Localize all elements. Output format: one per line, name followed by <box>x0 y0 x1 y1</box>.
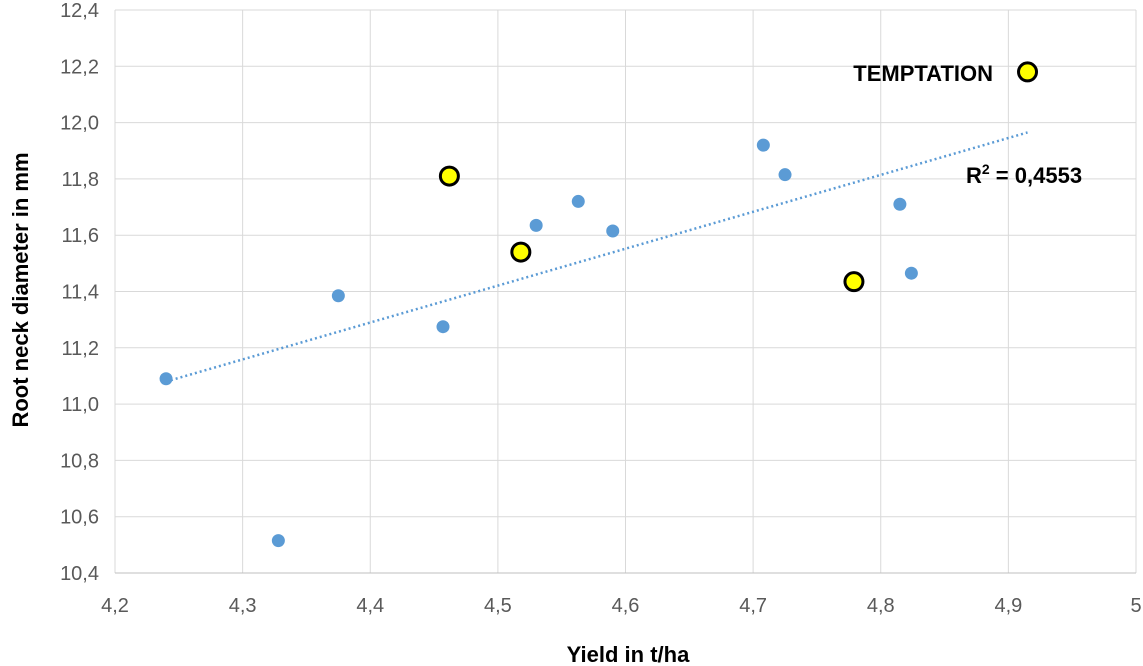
y-tick-label: 10,6 <box>60 507 99 529</box>
r-squared-prefix: R <box>966 163 982 188</box>
trendline <box>165 131 1028 383</box>
y-tick-label: 12,2 <box>60 56 99 78</box>
x-tick-label: 4,6 <box>612 595 640 617</box>
y-tick-label: 11,8 <box>62 169 99 191</box>
data-point <box>271 534 285 548</box>
highlight-point <box>438 165 460 187</box>
data-points <box>159 61 1039 548</box>
x-tick-label: 4,5 <box>484 595 512 617</box>
x-tick-label: 4,9 <box>994 595 1022 617</box>
y-tick-label: 11,0 <box>62 394 99 416</box>
data-point <box>778 168 792 182</box>
y-axis-title: Root neck diameter in mm <box>8 152 33 427</box>
x-tick-label: 4,3 <box>229 595 257 617</box>
data-point <box>893 197 907 211</box>
data-point <box>606 224 620 238</box>
x-tick-labels: 4,2 4,3 4,4 4,5 4,6 4,7 4,8 4,9 5 <box>101 595 1141 617</box>
data-point <box>436 320 450 334</box>
y-tick-label: 10,8 <box>60 450 99 472</box>
y-tick-label: 10,4 <box>60 563 99 585</box>
y-tick-labels: 10,4 10,6 10,8 11,0 11,2 11,4 11,6 11,8 12,0 12,2… <box>60 0 99 585</box>
highlight-point <box>1017 61 1039 83</box>
highlight-point <box>843 271 865 293</box>
y-tick-label: 11,6 <box>62 225 99 247</box>
x-tick-label: 5 <box>1130 595 1141 617</box>
data-point <box>331 289 345 303</box>
data-point <box>529 218 543 232</box>
x-tick-label: 4,7 <box>739 595 767 617</box>
r-squared-label: R2 = 0,4553 <box>966 161 1082 188</box>
data-point <box>756 138 770 152</box>
x-tick-label: 4,4 <box>356 595 384 617</box>
x-tick-label: 4,2 <box>101 595 129 617</box>
highlight-point <box>510 241 532 263</box>
y-tick-label: 11,4 <box>62 282 99 304</box>
temptation-label: TEMPTATION <box>853 61 993 86</box>
x-tick-label: 4,8 <box>867 595 895 617</box>
x-axis-title: Yield in t/ha <box>567 642 690 666</box>
r-squared-value: = 0,4553 <box>990 163 1082 188</box>
trendline-group <box>165 131 1028 383</box>
data-point <box>904 266 918 280</box>
y-tick-label: 12,0 <box>60 113 99 135</box>
y-tick-label: 11,2 <box>62 338 99 360</box>
data-point <box>159 372 173 386</box>
r-squared-superscript: 2 <box>982 161 990 177</box>
grid-lines <box>114 9 1137 574</box>
data-point <box>571 194 585 208</box>
y-tick-label: 12,4 <box>60 0 99 22</box>
